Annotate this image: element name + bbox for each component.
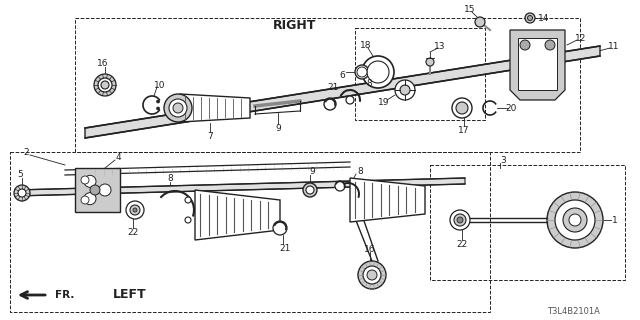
Text: 8: 8 [167, 173, 173, 182]
Polygon shape [510, 30, 565, 100]
Text: 5: 5 [17, 170, 23, 179]
Text: 21: 21 [327, 83, 339, 92]
Text: 14: 14 [538, 13, 550, 22]
Text: 22: 22 [127, 228, 139, 236]
Circle shape [169, 99, 187, 117]
Text: RIGHT: RIGHT [273, 19, 317, 31]
Circle shape [303, 183, 317, 197]
Text: 3: 3 [500, 156, 506, 164]
Text: 8: 8 [357, 166, 363, 175]
Circle shape [362, 56, 394, 88]
Circle shape [101, 81, 109, 89]
Circle shape [563, 208, 587, 232]
Text: FR.: FR. [55, 290, 74, 300]
Circle shape [306, 186, 314, 194]
Circle shape [133, 208, 137, 212]
Text: 7: 7 [207, 132, 213, 140]
Text: 17: 17 [458, 125, 470, 134]
Circle shape [346, 96, 354, 104]
Circle shape [94, 74, 116, 96]
Text: 9: 9 [275, 124, 281, 132]
Text: 2: 2 [23, 148, 29, 156]
Circle shape [324, 98, 336, 110]
Circle shape [185, 197, 191, 203]
Circle shape [363, 266, 381, 284]
Circle shape [475, 17, 485, 27]
Text: 10: 10 [154, 81, 166, 90]
Circle shape [84, 175, 96, 187]
Circle shape [84, 193, 96, 205]
Text: LEFT: LEFT [113, 289, 147, 301]
Bar [355, 28, 485, 120]
Circle shape [126, 201, 144, 219]
Circle shape [527, 15, 532, 20]
Circle shape [173, 103, 183, 113]
Bar [75, 168, 120, 212]
Polygon shape [195, 190, 280, 240]
Polygon shape [15, 178, 465, 196]
Circle shape [454, 214, 466, 226]
Circle shape [90, 185, 100, 195]
Circle shape [367, 270, 377, 280]
Circle shape [81, 176, 89, 184]
Text: 12: 12 [575, 34, 587, 43]
Circle shape [555, 200, 595, 240]
Circle shape [545, 40, 555, 50]
Bar [430, 165, 625, 280]
Circle shape [335, 181, 345, 191]
Circle shape [185, 217, 191, 223]
Text: T3L4B2101A: T3L4B2101A [547, 308, 600, 316]
Text: 21: 21 [279, 244, 291, 252]
Text: 1: 1 [612, 215, 618, 225]
Circle shape [456, 102, 468, 114]
Circle shape [99, 184, 111, 196]
Polygon shape [180, 94, 250, 122]
Circle shape [18, 189, 26, 197]
Text: 13: 13 [435, 42, 445, 51]
Circle shape [367, 61, 389, 83]
Text: 6: 6 [339, 70, 345, 79]
Circle shape [457, 217, 463, 223]
Text: 19: 19 [378, 98, 390, 107]
Circle shape [426, 58, 434, 66]
Text: 11: 11 [608, 42, 620, 51]
Circle shape [569, 214, 581, 226]
Bar [518, 38, 557, 90]
Circle shape [81, 196, 89, 204]
Circle shape [130, 205, 140, 215]
Circle shape [355, 65, 369, 79]
Circle shape [400, 85, 410, 95]
Circle shape [14, 185, 30, 201]
Text: 20: 20 [506, 103, 516, 113]
Text: 22: 22 [456, 239, 468, 249]
Circle shape [395, 80, 415, 100]
Text: 18: 18 [360, 41, 372, 50]
Text: 16: 16 [364, 244, 376, 253]
Text: 9: 9 [309, 166, 315, 175]
Circle shape [164, 94, 192, 122]
Text: 15: 15 [464, 4, 476, 13]
Text: 4: 4 [115, 153, 121, 162]
Polygon shape [85, 46, 600, 138]
Circle shape [358, 261, 386, 289]
Circle shape [157, 100, 159, 103]
Circle shape [520, 40, 530, 50]
Text: 16: 16 [97, 59, 109, 68]
Circle shape [98, 78, 112, 92]
Circle shape [547, 192, 603, 248]
Circle shape [450, 210, 470, 230]
Circle shape [273, 221, 287, 235]
Circle shape [525, 13, 535, 23]
Circle shape [157, 107, 159, 110]
Circle shape [357, 67, 367, 77]
Polygon shape [350, 178, 425, 222]
Text: 8: 8 [366, 78, 372, 87]
Circle shape [452, 98, 472, 118]
